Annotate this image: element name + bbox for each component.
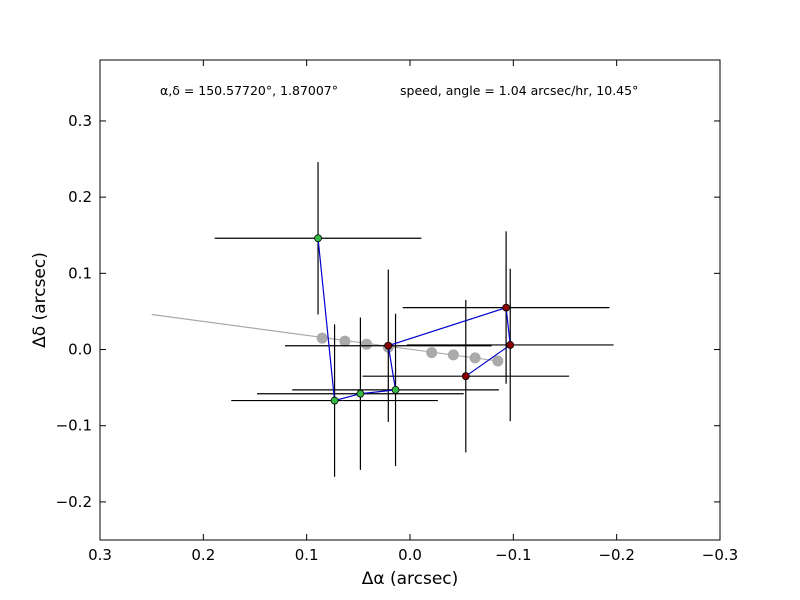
y-tick-label: 0.0 bbox=[68, 341, 92, 359]
observation-path-line bbox=[317, 238, 511, 402]
predicted-position-point bbox=[492, 355, 504, 367]
y-tick-label: 0.1 bbox=[68, 264, 92, 282]
axes-frame bbox=[99, 59, 721, 541]
speed-angle-annotation: speed, angle = 1.04 arcsec/hr, 10.45° bbox=[400, 83, 638, 98]
x-tick-label: 0.1 bbox=[295, 546, 319, 564]
x-axis-label: Δα (arcsec) bbox=[362, 569, 459, 589]
x-tick-label: 0.0 bbox=[398, 546, 422, 564]
x-tick-label: 0.3 bbox=[88, 546, 112, 564]
plot-area bbox=[151, 162, 614, 477]
ticks: 0.3 0.2 0.1 0.0 −0.1 −0.2 −0.3 −0.2 −0.1 0.0 0.1 0.… bbox=[56, 60, 738, 564]
observation-point bbox=[314, 234, 322, 243]
predicted-position-point bbox=[426, 347, 438, 359]
predicted-position-point bbox=[339, 335, 351, 347]
x-tick-label: −0.2 bbox=[598, 546, 634, 564]
predicted-position-point bbox=[469, 352, 481, 364]
observation-point bbox=[384, 341, 393, 350]
y-tick-label: 0.2 bbox=[68, 188, 92, 206]
observation-point bbox=[330, 396, 339, 405]
observation-point bbox=[391, 386, 400, 394]
y-tick-label: −0.1 bbox=[56, 417, 92, 435]
predicted-position-point bbox=[447, 349, 459, 361]
observation-point bbox=[356, 389, 365, 398]
y-tick-label: 0.3 bbox=[68, 112, 92, 130]
predicted-position-point bbox=[361, 338, 373, 350]
predicted-position-point bbox=[316, 332, 328, 344]
x-tick-label: 0.2 bbox=[191, 546, 215, 564]
coordinates-annotation: α,δ = 150.57720°, 1.87007° bbox=[160, 83, 338, 98]
x-tick-label: −0.3 bbox=[702, 546, 738, 564]
y-axis-label: Δδ (arcsec) bbox=[30, 252, 50, 348]
y-tick-label: −0.2 bbox=[56, 493, 92, 511]
observation-point bbox=[461, 372, 470, 381]
observation-point bbox=[506, 341, 515, 349]
x-tick-label: −0.1 bbox=[495, 546, 531, 564]
observation-point bbox=[502, 303, 511, 312]
